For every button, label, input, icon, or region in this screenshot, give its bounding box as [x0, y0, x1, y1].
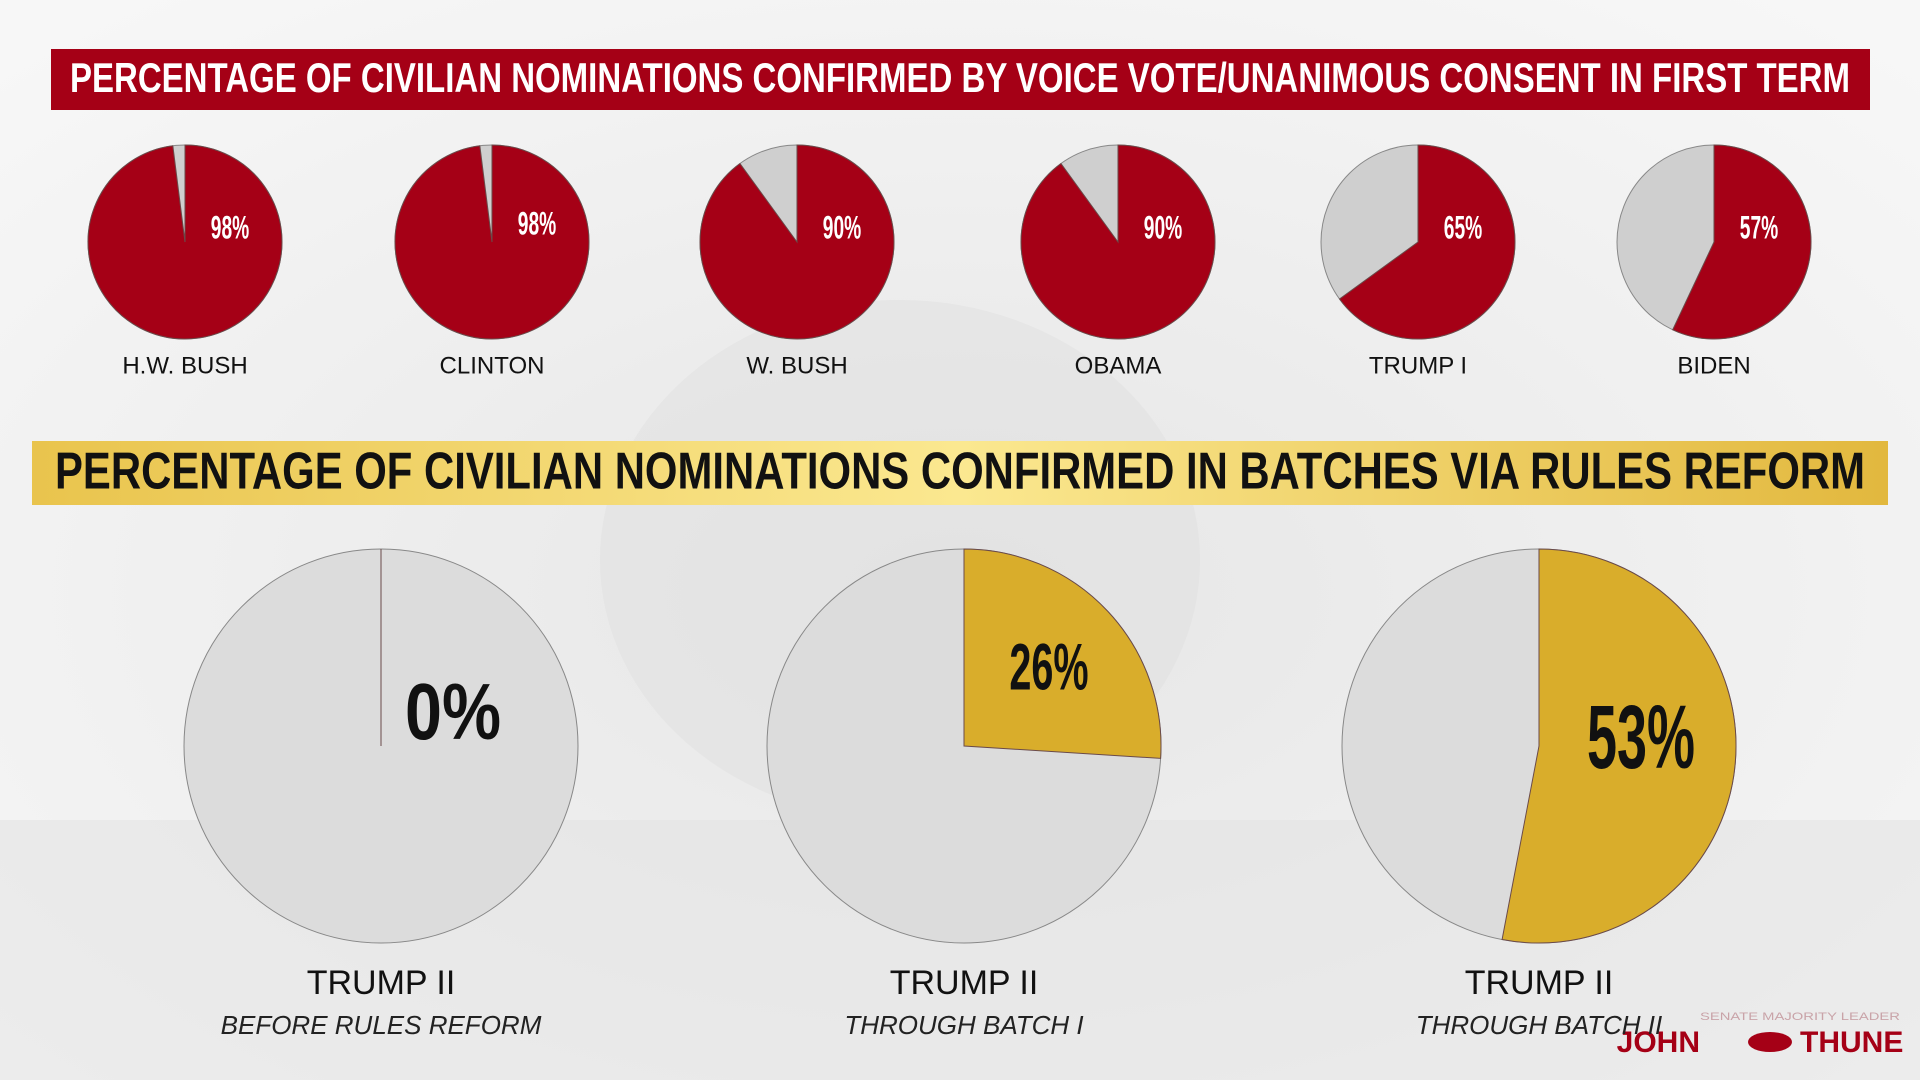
pie-slice	[1501, 548, 1737, 944]
pie-subcategory: THROUGH BATCH II	[1416, 1010, 1663, 1040]
pie-category: TRUMP II	[890, 964, 1039, 1002]
pie-subcategory: BEFORE RULES REFORM	[221, 1010, 542, 1040]
pie-category: TRUMP II	[307, 964, 456, 1002]
logo-first: JOHN	[1617, 1026, 1700, 1059]
logo-bison	[1748, 1032, 1792, 1052]
pie-category: OBAMA	[1075, 352, 1162, 379]
top-title: PERCENTAGE OF CIVILIAN NOMINATIONS CONFI…	[70, 54, 1850, 101]
logo-role: SENATE MAJORITY LEADER	[1700, 1011, 1900, 1023]
pie-value-label: 0%	[405, 667, 501, 756]
pie-slice	[699, 144, 895, 340]
pie-slice	[1672, 144, 1812, 340]
pie-category: BIDEN	[1677, 352, 1750, 379]
pie-category: TRUMP II	[1465, 964, 1614, 1002]
bottom-banner	[32, 441, 1888, 505]
pie-slice	[963, 548, 1162, 759]
pie-value-label: 57%	[1740, 209, 1778, 245]
logo-last: THUNE	[1800, 1026, 1903, 1059]
pie-value-label: 98%	[518, 205, 556, 241]
pie-slice	[394, 144, 590, 340]
pie-subcategory: THROUGH BATCH I	[844, 1010, 1083, 1040]
pie-value-label: 26%	[1009, 629, 1088, 703]
pie-value-label: 98%	[211, 209, 249, 245]
top-banner	[51, 49, 1870, 110]
logo: SENATE MAJORITY LEADER JOHN THUNE	[1617, 1011, 1904, 1059]
pie-slice	[1338, 144, 1516, 340]
pie-category: CLINTON	[440, 352, 545, 379]
pie-slice	[87, 144, 283, 340]
bottom-title: PERCENTAGE OF CIVILIAN NOMINATIONS CONFI…	[55, 443, 1865, 501]
pie-category: TRUMP I	[1369, 352, 1467, 379]
pie-category: W. BUSH	[746, 352, 847, 379]
pie-value-label: 53%	[1587, 688, 1695, 788]
pie-value-label: 90%	[1144, 209, 1182, 245]
pie-value-label: 90%	[823, 209, 861, 245]
pie-category: H.W. BUSH	[122, 352, 247, 379]
pie-value-label: 65%	[1444, 209, 1482, 245]
pie-slice	[1020, 144, 1216, 340]
